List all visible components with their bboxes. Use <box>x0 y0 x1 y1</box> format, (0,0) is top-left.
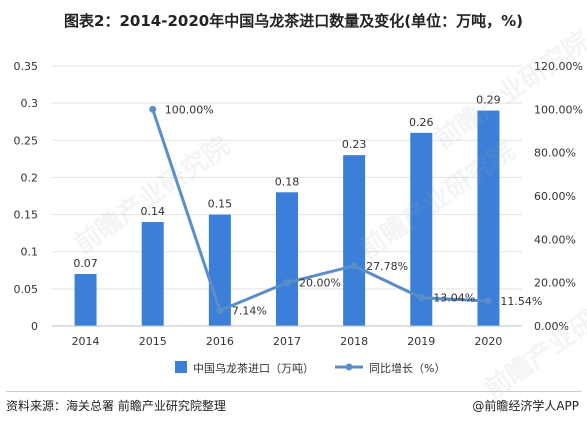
y-left-tick-label: 0 <box>31 320 38 333</box>
y-right-tick-label: 20.00% <box>534 277 576 290</box>
bar-value-label: 0.18 <box>275 175 300 188</box>
y-left-tick-label: 0.15 <box>14 209 39 222</box>
line-point <box>283 279 291 287</box>
y-right-tick-label: 120.00% <box>534 60 583 73</box>
growth-line <box>151 108 489 313</box>
chart-title: 图表2：2014-2020年中国乌龙茶进口数量及变化(单位：万吨，%) <box>64 12 523 30</box>
line-data-labels: 100.00% 7.14% 20.00% 27.78% 13.04% 11.54% <box>165 103 543 317</box>
line-point <box>216 307 224 315</box>
y-right-tick-label: 100.00% <box>534 103 583 116</box>
y-left-tick-label: 0.2 <box>21 171 39 184</box>
x-tick-label: 2015 <box>139 335 167 348</box>
bar <box>477 110 500 326</box>
brand-credit: @前瞻经济学人APP <box>472 399 579 413</box>
x-tick-label: 2017 <box>273 335 301 348</box>
line-value-label: 100.00% <box>165 103 214 116</box>
bar <box>74 274 97 326</box>
line-point <box>484 297 492 305</box>
line-value-label: 20.00% <box>299 277 341 290</box>
line-value-label: 13.04% <box>433 292 475 305</box>
y-left-tick-label: 0.3 <box>21 97 39 110</box>
legend-label-bar: 中国乌龙茶进口（万吨） <box>193 361 314 375</box>
legend-swatch-bar <box>175 361 187 373</box>
bar <box>141 222 164 326</box>
legend-marker <box>345 363 353 371</box>
line-point <box>350 262 358 270</box>
x-tick-label: 2014 <box>72 335 100 348</box>
legend: 中国乌龙茶进口（万吨） 同比增长（%） <box>175 361 445 375</box>
bar-data-labels: 0.07 0.14 0.15 0.18 0.23 0.26 0.29 <box>73 94 500 270</box>
x-tick-label: 2020 <box>474 335 502 348</box>
bar-value-label: 0.26 <box>409 116 434 129</box>
y-left-tick-label: 0.35 <box>14 60 39 73</box>
bar-value-label: 0.15 <box>208 198 233 211</box>
bar <box>410 132 433 326</box>
line-value-label: 27.78% <box>366 260 408 273</box>
x-tick-label: 2016 <box>206 335 234 348</box>
y-left-tick-label: 0.1 <box>21 246 39 259</box>
line-value-label: 11.54% <box>500 295 542 308</box>
y-right-tick-label: 60.00% <box>534 190 576 203</box>
footer-divider <box>6 391 581 392</box>
x-tick-label: 2019 <box>407 335 435 348</box>
line-point <box>417 294 425 302</box>
bar <box>343 155 366 326</box>
left-axis-ticks: 0 0.05 0.1 0.15 0.2 0.25 0.3 0.35 <box>14 60 39 333</box>
y-right-tick-label: 80.00% <box>534 147 576 160</box>
bar-series <box>74 110 500 326</box>
x-tick-label: 2018 <box>340 335 368 348</box>
source-note: 资料来源：海关总署 前瞻产业研究院整理 <box>6 399 226 413</box>
y-left-tick-label: 0.25 <box>14 134 39 147</box>
bar <box>276 192 298 326</box>
bar-value-label: 0.07 <box>73 257 98 270</box>
bar-value-label: 0.29 <box>476 94 501 107</box>
legend-label-line: 同比增长（%） <box>369 361 445 375</box>
line-point <box>149 105 157 113</box>
y-right-tick-label: 0.00% <box>534 320 569 333</box>
x-axis-ticks: 2014 2015 2016 2017 2018 2019 2020 <box>72 335 503 348</box>
bar-value-label: 0.23 <box>342 138 367 151</box>
y-left-tick-label: 0.05 <box>14 283 39 296</box>
bar-value-label: 0.14 <box>140 205 165 218</box>
line-value-label: 7.14% <box>232 305 267 318</box>
line-series <box>149 105 492 315</box>
right-axis-ticks: 0.00% 20.00% 40.00% 60.00% 80.00% 100.00% 120.… <box>534 60 583 333</box>
y-right-tick-label: 40.00% <box>534 233 576 246</box>
